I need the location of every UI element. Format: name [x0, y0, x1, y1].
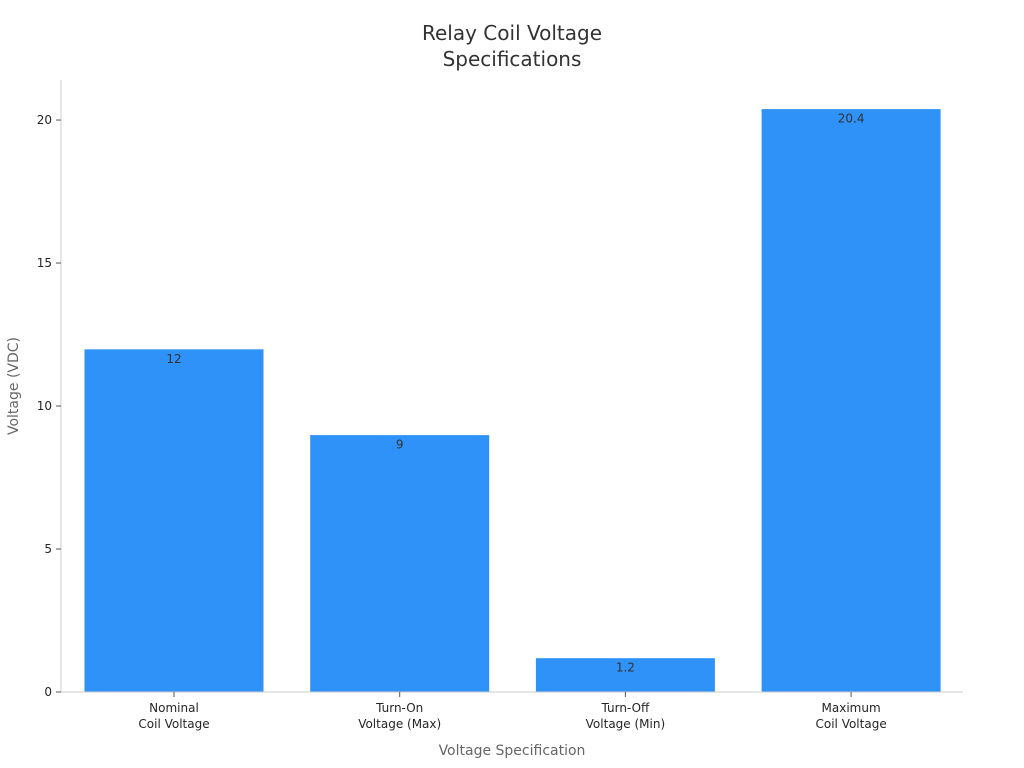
x-tick-label-3-line-1: Maximum	[822, 701, 881, 715]
bar-0	[83, 348, 265, 693]
x-tick-label-3-line-2: Coil Voltage	[815, 717, 886, 731]
x-tick-label-2-line-2: Voltage (Min)	[586, 717, 665, 731]
x-tick-label-1-line-1: Turn-On	[375, 701, 423, 715]
y-axis-ticks: 0 5 10 15 20	[37, 113, 61, 699]
y-tick-label-3: 15	[37, 256, 52, 270]
x-tick-label-0-line-2: Coil Voltage	[138, 717, 209, 731]
bars-layer	[83, 108, 942, 693]
x-axis-label: Voltage Specification	[439, 743, 586, 759]
data-label-2: 1.2	[616, 661, 635, 675]
y-tick-label-0: 0	[44, 685, 52, 699]
x-tick-label-2-line-1: Turn-Off	[600, 701, 650, 715]
data-labels-layer: 12 9 1.2 20.4	[166, 112, 864, 675]
x-axis-ticks: Nominal Coil Voltage Turn-On Voltage (Max) T…	[138, 692, 887, 731]
x-tick-label-1-line-2: Voltage (Max)	[358, 717, 441, 731]
bar-3	[760, 108, 942, 693]
y-tick-label-4: 20	[37, 113, 52, 127]
data-label-1: 9	[396, 438, 404, 452]
x-tick-label-0-line-1: Nominal	[149, 701, 199, 715]
y-axis-label: Voltage (VDC)	[6, 337, 22, 435]
chart-title-line-2: Specifications	[443, 47, 582, 71]
bar-2	[534, 657, 716, 693]
y-tick-label-1: 5	[44, 542, 52, 556]
data-label-3: 20.4	[838, 112, 865, 126]
data-label-0: 12	[166, 352, 181, 366]
chart-title-line-1: Relay Coil Voltage	[422, 21, 602, 45]
y-tick-label-2: 10	[37, 399, 52, 413]
bar-1	[309, 434, 491, 693]
